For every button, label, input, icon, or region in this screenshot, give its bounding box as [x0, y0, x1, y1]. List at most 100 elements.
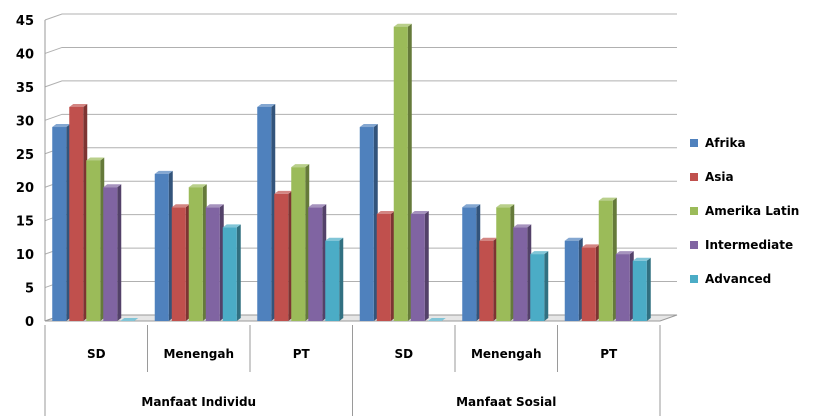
legend-label: Intermediate: [705, 238, 793, 252]
x-tick-label: SD: [87, 347, 106, 361]
x-group-label: Manfaat Sosial: [456, 395, 556, 409]
bar-amerika-latin: [598, 197, 617, 321]
bar-top: [427, 318, 446, 321]
gridline: [44, 113, 677, 121]
bar-top: [376, 210, 395, 214]
bar-amerika-latin: [86, 157, 105, 321]
bar-front: [376, 213, 391, 321]
bar-front: [69, 106, 84, 321]
y-tick-label: 30: [16, 114, 34, 129]
y-tick-label: 0: [25, 315, 34, 330]
gridline: [44, 13, 677, 21]
x-tick-label: Menengah: [471, 347, 542, 361]
bar-afrika: [359, 124, 378, 322]
bar-afrika: [564, 237, 583, 321]
bar-top: [86, 157, 105, 161]
bar-side: [424, 210, 429, 321]
bar-intermediate: [615, 251, 634, 321]
bar-top: [598, 197, 617, 201]
bar-advanced: [632, 257, 651, 321]
bar-front: [615, 254, 630, 321]
bar-side: [646, 257, 651, 321]
bar-intermediate: [513, 224, 532, 321]
bar-front: [154, 173, 169, 321]
bar-front: [496, 207, 511, 321]
bar-top: [274, 190, 293, 194]
bar-asia: [479, 237, 498, 321]
bar-front: [530, 254, 545, 321]
bar-top: [530, 251, 549, 255]
bar-top: [393, 23, 412, 27]
bar-asia: [376, 210, 395, 321]
bar-front: [222, 227, 237, 321]
y-tick-label: 25: [16, 148, 34, 163]
legend-label: Asia: [705, 170, 734, 184]
bar-top: [359, 124, 378, 128]
bar-advanced: [222, 224, 241, 321]
bar-front: [308, 207, 323, 321]
bar-top: [291, 164, 310, 168]
bar-front: [52, 127, 67, 322]
bar-amerika-latin: [291, 164, 310, 321]
bar-top: [205, 204, 224, 208]
bar-advanced: [120, 318, 139, 321]
bar-top: [120, 318, 139, 321]
bar-intermediate: [410, 210, 429, 321]
bar-front: [564, 240, 579, 321]
bar-front: [205, 207, 220, 321]
bar-front: [479, 240, 494, 321]
bar-top: [496, 204, 515, 208]
bar-asia: [274, 190, 293, 321]
gridline: [44, 80, 677, 88]
x-group-label: Manfaat Individu: [141, 395, 256, 409]
bar-front: [257, 106, 272, 321]
bar-advanced: [427, 318, 446, 321]
bar-asia: [581, 244, 600, 321]
bar-top: [479, 237, 498, 241]
bar-top: [69, 103, 88, 107]
bar-afrika: [462, 204, 481, 321]
bar-front: [598, 200, 613, 321]
bar-asia: [171, 204, 190, 321]
legend-swatch: [690, 241, 698, 249]
bar-top: [581, 244, 600, 248]
bar-top: [188, 184, 207, 188]
legend-label: Advanced: [705, 272, 771, 286]
bar-front: [291, 167, 306, 321]
bar-intermediate: [308, 204, 327, 321]
gridline: [44, 46, 677, 54]
y-tick-label: 35: [16, 81, 34, 96]
bar-afrika: [154, 170, 173, 321]
bar-top: [154, 170, 173, 174]
y-tick-label: 5: [25, 282, 34, 297]
bar-top: [171, 204, 190, 208]
x-tick-label: Menengah: [163, 347, 234, 361]
legend-swatch: [690, 275, 698, 283]
bar-top: [632, 257, 651, 261]
bar-front: [171, 207, 186, 321]
x-tick-label: PT: [293, 347, 311, 361]
legend-swatch: [690, 139, 698, 147]
bar-front: [410, 213, 425, 321]
y-tick-label: 10: [16, 248, 34, 263]
x-tick-label: SD: [394, 347, 413, 361]
bar-intermediate: [205, 204, 224, 321]
bar-front: [462, 207, 477, 321]
legend-label: Afrika: [705, 136, 746, 150]
bar-amerika-latin: [496, 204, 515, 321]
bar-amerika-latin: [393, 23, 412, 321]
bar-side: [117, 184, 122, 321]
bar-front: [632, 260, 647, 321]
bar-front: [393, 26, 408, 321]
bar-advanced: [325, 237, 344, 321]
bar-top: [513, 224, 532, 228]
bar-top: [325, 237, 344, 241]
bar-top: [257, 103, 276, 107]
bar-top: [52, 124, 71, 128]
legend-swatch: [690, 173, 698, 181]
bar-front: [513, 227, 528, 321]
y-tick-label: 45: [16, 14, 34, 29]
bar-front: [581, 247, 596, 321]
bar-afrika: [52, 124, 71, 322]
